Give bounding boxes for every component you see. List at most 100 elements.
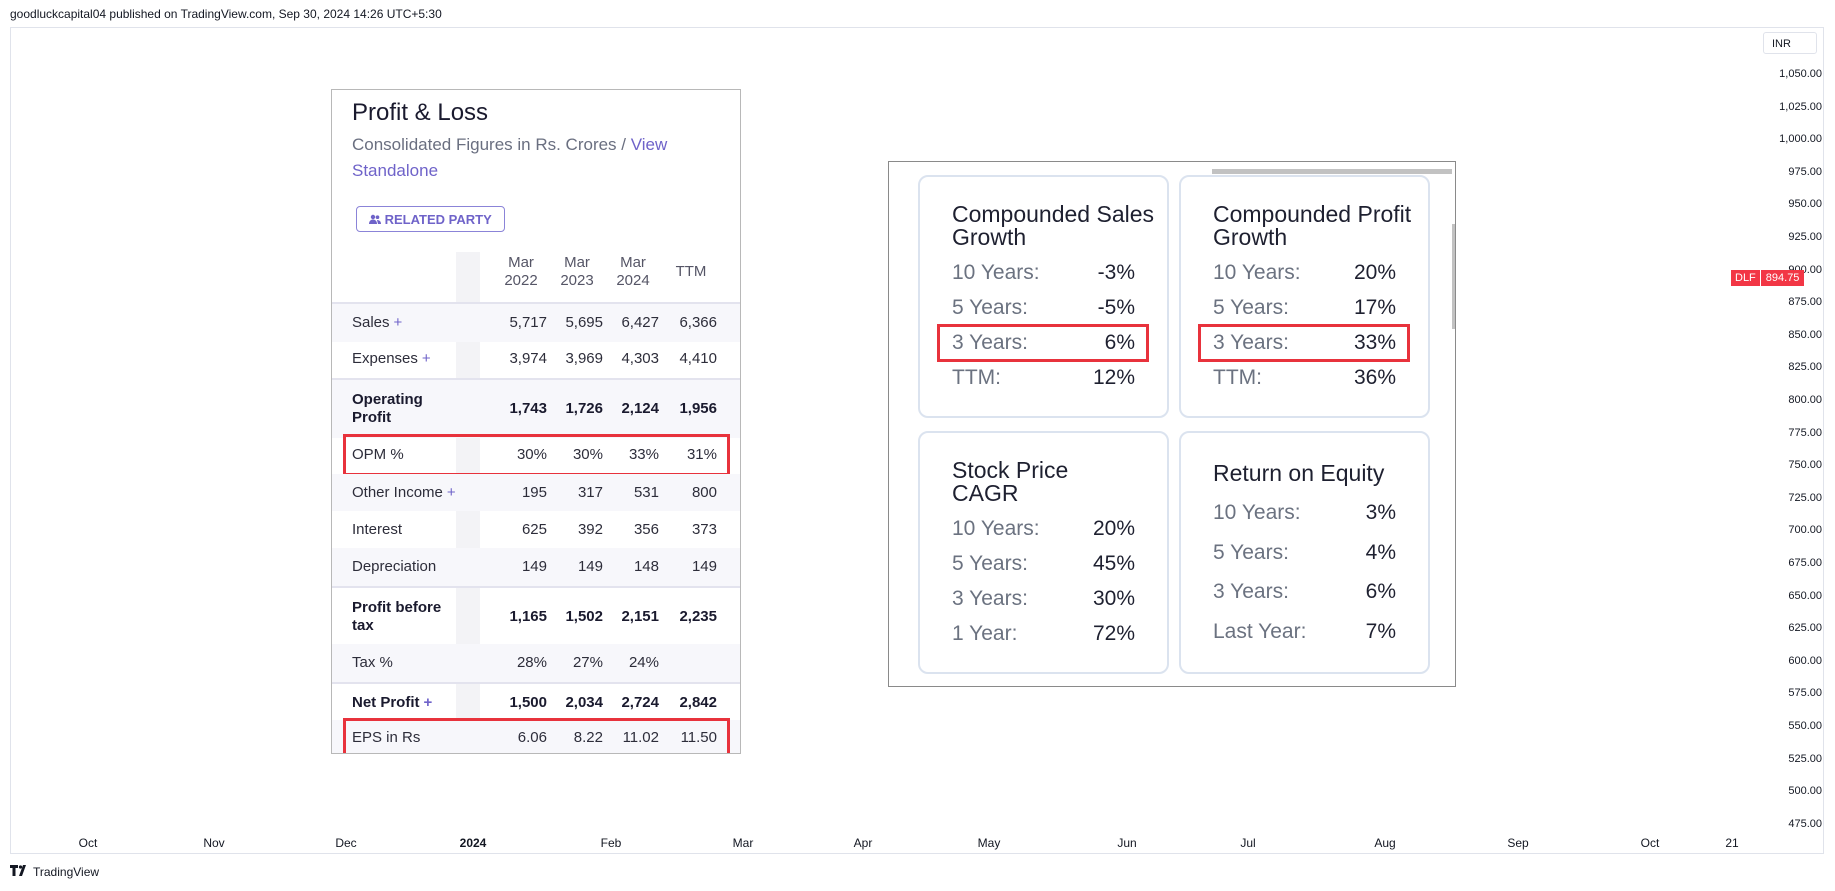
view-standalone-link[interactable]: View Standalone	[352, 135, 668, 180]
price-tick: 825.00	[1788, 361, 1822, 374]
table-cell: 11.02	[622, 729, 659, 746]
table-cell: 1,743	[509, 400, 547, 417]
card-row: 3 Years: 30%	[952, 587, 1135, 613]
card-row-value: 17%	[1353, 296, 1396, 319]
related-party-button[interactable]: RELATED PARTY	[356, 206, 505, 232]
row-label-text: Operating Profit	[352, 391, 423, 426]
price-tick: 550.00	[1788, 720, 1822, 732]
price-tick: 500.00	[1788, 785, 1822, 798]
row-label: Depreciation	[352, 558, 436, 575]
row-label: Tax %	[352, 654, 393, 671]
card-row-period: 5 Years:	[1213, 540, 1289, 564]
card-row: 3 Years: 6%	[952, 331, 1135, 357]
table-cell: 531	[633, 483, 659, 501]
column-header-line: 2023	[560, 272, 594, 289]
brand-name: TradingView	[33, 864, 100, 879]
table-cell: 3,974	[509, 350, 547, 367]
highlight-box	[343, 434, 730, 476]
price-tick: 675.00	[1788, 557, 1822, 569]
price-tick: 1,050.00	[1779, 68, 1822, 80]
row-label[interactable]: Sales +	[352, 314, 402, 331]
row-label: Profit before tax	[352, 599, 462, 635]
growth-card: Compounded Profit Growth 10 Years: 20% 5 Ye…	[1179, 175, 1430, 418]
expand-plus-icon[interactable]: +	[421, 350, 431, 367]
card-row: 5 Years: -5%	[952, 296, 1135, 322]
expand-plus-icon[interactable]: +	[393, 314, 403, 331]
vertical-scrollbar[interactable]	[1452, 224, 1455, 329]
table-cell: 3,969	[565, 350, 603, 367]
table-row: Operating Profit 1,743 1,726 2,124 1,956	[332, 378, 740, 438]
card-row-period: 1 Year:	[952, 622, 1018, 645]
card-row-period: 10 Years:	[952, 261, 1040, 284]
table-cell: 33%	[628, 446, 659, 463]
time-tick: Oct	[1640, 836, 1660, 850]
row-label-text: OPM %	[352, 446, 404, 463]
card-row: 5 Years: 17%	[1213, 296, 1396, 322]
column-header-line: TTM	[675, 263, 707, 280]
card-row-value: 20%	[1353, 261, 1396, 284]
table-cell: 149	[691, 558, 717, 575]
price-tick: 950.00	[1788, 198, 1822, 211]
card-row-period: 3 Years:	[952, 587, 1028, 610]
highlight-box	[343, 718, 730, 753]
price-tick: 725.00	[1788, 491, 1822, 504]
table-cell: 5,717	[509, 314, 547, 331]
table-cell: 149	[577, 558, 603, 575]
last-price-value: 894.75	[1760, 270, 1805, 286]
table-row: Other Income +195 317 531 800	[332, 474, 740, 511]
card-row-period: TTM:	[1213, 366, 1262, 389]
expand-plus-icon[interactable]: +	[423, 694, 433, 711]
card-row: 10 Years: 20%	[952, 517, 1135, 543]
last-price-badge: DLF 894.75	[1731, 270, 1805, 286]
currency-selector[interactable]: INR	[1763, 32, 1817, 54]
time-tick: Jul	[1240, 836, 1256, 850]
price-scale[interactable]: 1,050.00 1,025.00 1,000.00 975.00 950.00 925.…	[1754, 27, 1824, 837]
card-row-period: 3 Years:	[952, 331, 1028, 354]
profit-loss-panel: Profit & Loss Consolidated Figures in Rs…	[331, 89, 741, 754]
column-header-line: Mar	[564, 254, 590, 271]
time-axis[interactable]: Oct Nov Dec 2024 Feb Mar Apr May Jun Jul Aug Sep Oct…	[10, 832, 1755, 852]
card-row: 1 Year: 72%	[952, 622, 1135, 648]
card-row-period: 5 Years:	[952, 552, 1028, 575]
card-row: 3 Years: 33%	[1213, 331, 1396, 357]
card-row-value: 7%	[1365, 619, 1396, 643]
table-cell: 8.22	[573, 729, 603, 746]
table-cell: 373	[691, 520, 717, 538]
price-tick: 800.00	[1788, 394, 1822, 406]
row-label-text: Interest	[352, 520, 403, 538]
column-header-line: 2024	[616, 272, 650, 289]
table-cell: 1,956	[679, 400, 717, 417]
row-label[interactable]: Net Profit +	[352, 694, 432, 711]
card-row: 10 Years: 20%	[1213, 261, 1396, 287]
row-label[interactable]: Expenses +	[352, 350, 431, 367]
price-tick: 875.00	[1788, 296, 1822, 309]
expand-plus-icon[interactable]: +	[446, 483, 456, 501]
row-label-text: Other Income	[352, 483, 443, 501]
tradingview-logo[interactable]: TradingView	[10, 864, 99, 879]
table-cell: 2,124	[621, 400, 659, 417]
table-cell: 317	[577, 483, 603, 501]
table-cell: 392	[577, 520, 603, 538]
table-row: Expenses +3,974 3,969 4,303 4,410	[332, 340, 740, 378]
card-row-period: 3 Years:	[1213, 331, 1289, 354]
growth-panel: Compounded Sales Growth 10 Years: -3% 5 Yea…	[888, 161, 1456, 687]
horizontal-scrollbar[interactable]	[1212, 169, 1452, 174]
highlight-box	[1198, 324, 1410, 362]
table-cell: 2,842	[679, 694, 717, 711]
row-label: OPM %	[352, 446, 404, 463]
card-row-period: 3 Years:	[1213, 580, 1289, 603]
card-title: Compounded Sales Growth	[952, 201, 1155, 250]
row-label[interactable]: Other Income +	[352, 484, 456, 501]
row-label-text: Sales	[352, 314, 390, 331]
card-title: Stock Price CAGR	[952, 457, 1069, 506]
tradingview-logo-icon	[10, 864, 30, 879]
chart-frame[interactable]	[10, 27, 1824, 854]
card-title: Compounded Profit Growth	[1213, 201, 1412, 250]
row-label: Interest	[352, 521, 402, 538]
row-label-text: Expenses	[352, 350, 418, 367]
price-tick: 600.00	[1788, 654, 1822, 667]
table-cell: 149	[521, 558, 547, 575]
table-cell: 11.50	[680, 729, 717, 746]
table-cell: 4,410	[679, 350, 717, 367]
table-cell: 1,500	[509, 694, 547, 711]
